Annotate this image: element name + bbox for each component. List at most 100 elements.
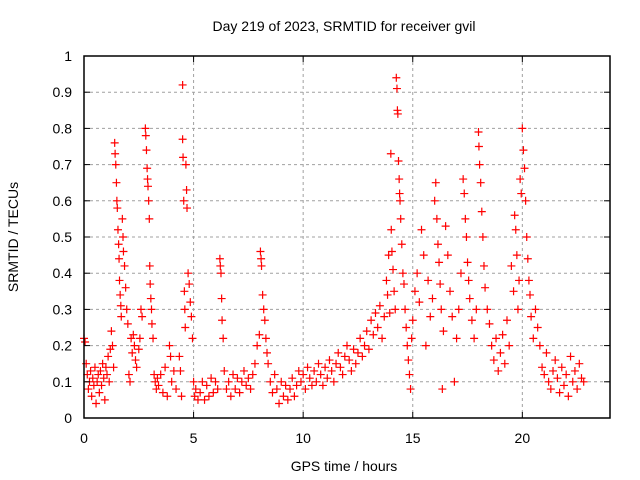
data-point bbox=[432, 214, 441, 223]
data-point bbox=[380, 312, 389, 321]
data-point bbox=[129, 330, 138, 339]
data-point bbox=[489, 356, 498, 365]
data-point bbox=[387, 247, 396, 256]
data-point bbox=[382, 276, 391, 285]
data-point bbox=[521, 196, 530, 205]
data-point bbox=[260, 316, 269, 325]
data-point bbox=[431, 178, 440, 187]
chart-title: Day 219 of 2023, SRMTID for receiver gvi… bbox=[213, 18, 476, 34]
data-point bbox=[275, 399, 284, 408]
data-point bbox=[564, 392, 573, 401]
data-point bbox=[336, 363, 345, 372]
data-point bbox=[147, 319, 156, 328]
data-point bbox=[111, 160, 120, 169]
data-point bbox=[108, 341, 117, 350]
data-point bbox=[360, 341, 369, 350]
data-point bbox=[117, 312, 126, 321]
data-point bbox=[396, 196, 405, 205]
data-point bbox=[235, 388, 244, 397]
data-point bbox=[96, 366, 105, 375]
data-point bbox=[531, 305, 540, 314]
data-point bbox=[248, 370, 257, 379]
data-point bbox=[144, 196, 153, 205]
data-point bbox=[277, 377, 286, 386]
data-point bbox=[303, 363, 312, 372]
data-point bbox=[116, 290, 125, 299]
data-point bbox=[255, 330, 264, 339]
data-point bbox=[323, 374, 332, 383]
data-point bbox=[177, 392, 186, 401]
data-point bbox=[270, 370, 279, 379]
data-point bbox=[180, 305, 189, 314]
data-point bbox=[462, 233, 471, 241]
data-point bbox=[134, 345, 143, 354]
data-point bbox=[485, 319, 494, 328]
data-point bbox=[175, 352, 184, 361]
data-point bbox=[383, 290, 392, 299]
data-point bbox=[487, 341, 496, 350]
data-point bbox=[378, 334, 387, 343]
data-point bbox=[481, 283, 490, 292]
data-point bbox=[233, 374, 242, 383]
data-point bbox=[343, 341, 351, 350]
data-point bbox=[568, 377, 577, 386]
data-point bbox=[392, 84, 401, 93]
data-point bbox=[290, 392, 299, 401]
data-point bbox=[546, 385, 555, 394]
data-point bbox=[176, 366, 185, 375]
x-tick-label: 20 bbox=[515, 430, 531, 446]
data-point bbox=[316, 370, 325, 379]
data-point bbox=[356, 334, 365, 343]
data-point bbox=[166, 352, 175, 361]
data-point bbox=[264, 359, 273, 368]
data-point bbox=[224, 377, 233, 386]
data-point bbox=[549, 366, 558, 375]
y-tick-label: 0.9 bbox=[53, 84, 73, 100]
data-point bbox=[189, 377, 198, 386]
data-point bbox=[242, 381, 251, 390]
data-point bbox=[387, 225, 396, 234]
data-point bbox=[178, 135, 187, 144]
data-point bbox=[216, 261, 225, 270]
data-point bbox=[520, 164, 529, 173]
data-point bbox=[143, 175, 152, 184]
data-point bbox=[288, 374, 297, 383]
data-point bbox=[145, 261, 154, 270]
data-point bbox=[182, 185, 191, 194]
data-point bbox=[127, 334, 136, 343]
y-tick-label: 0.1 bbox=[53, 374, 73, 390]
data-point bbox=[522, 233, 531, 241]
data-point bbox=[421, 341, 430, 350]
data-point bbox=[186, 298, 195, 307]
data-point bbox=[555, 388, 564, 397]
data-point bbox=[478, 233, 487, 241]
data-point bbox=[191, 385, 200, 394]
data-point bbox=[529, 334, 538, 343]
data-point bbox=[200, 395, 209, 404]
data-point bbox=[198, 377, 207, 386]
data-point bbox=[535, 341, 544, 350]
data-point bbox=[351, 359, 360, 368]
data-point bbox=[392, 73, 401, 82]
data-point bbox=[476, 178, 485, 187]
x-tick-label: 15 bbox=[405, 430, 421, 446]
data-point bbox=[110, 138, 119, 147]
data-point bbox=[318, 381, 327, 390]
data-point bbox=[246, 385, 255, 394]
data-point bbox=[218, 316, 227, 325]
data-point bbox=[222, 385, 231, 394]
data-point bbox=[104, 352, 113, 361]
data-point bbox=[143, 182, 152, 191]
data-point bbox=[213, 385, 222, 394]
data-point bbox=[178, 80, 187, 89]
data-point bbox=[81, 337, 90, 346]
data-point bbox=[143, 164, 152, 173]
data-point bbox=[149, 334, 158, 343]
x-tick-labels: 0 5 10 15 20 bbox=[80, 430, 530, 446]
data-point bbox=[93, 377, 102, 386]
data-point bbox=[452, 334, 461, 343]
data-point bbox=[257, 254, 266, 263]
y-tick-label: 0.7 bbox=[53, 157, 73, 173]
data-point bbox=[413, 269, 422, 278]
data-point bbox=[88, 374, 97, 383]
